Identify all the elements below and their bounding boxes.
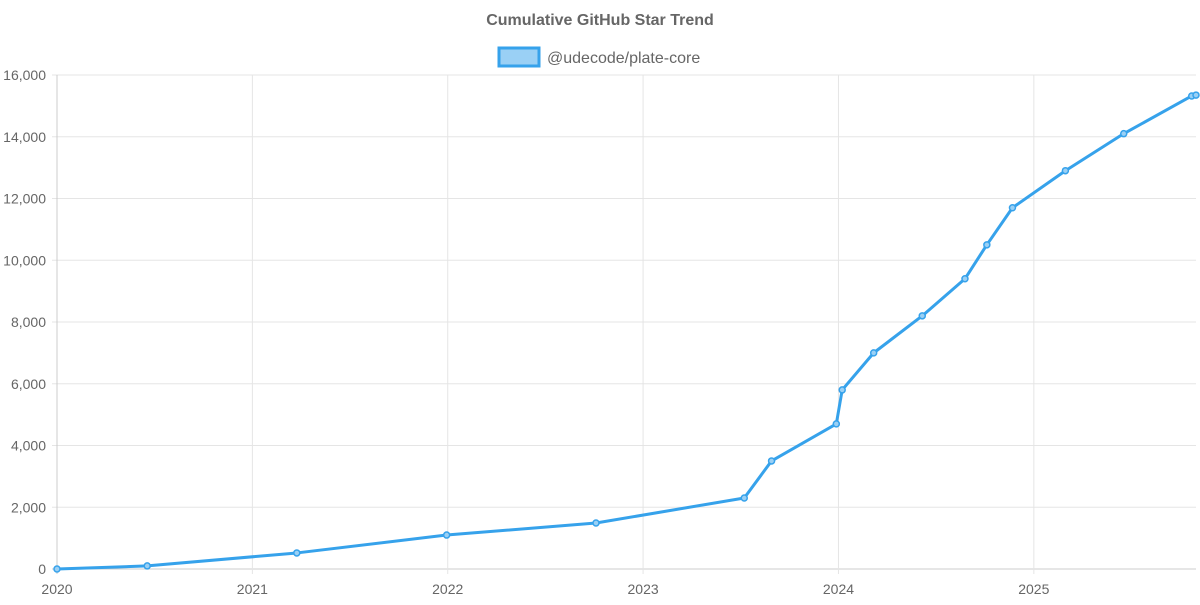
y-tick-label: 8,000 [11,314,46,330]
data-point [740,494,749,502]
data-point [983,241,991,249]
legend-label: @udecode/plate-core [547,50,700,67]
y-tick-label: 14,000 [3,129,46,145]
data-point [53,565,61,573]
y-tick-label: 6,000 [11,376,46,392]
data-point [869,349,878,357]
data-point [767,457,776,465]
data-point [143,562,151,570]
data-point [832,420,841,428]
x-tick-label: 2025 [1018,581,1049,597]
y-tick-label: 16,000 [3,67,46,83]
legend-swatch [497,46,541,68]
data-point [1061,166,1070,175]
data-point [1192,91,1200,99]
y-tick-label: 2,000 [11,499,46,515]
y-tick-label: 12,000 [3,191,46,207]
data-point [918,312,927,320]
x-tick-label: 2021 [237,581,268,597]
data-point [838,386,846,394]
y-tick-label: 10,000 [3,252,46,268]
data-point [442,531,451,539]
x-tick-label: 2023 [628,581,659,597]
y-tick-label: 4,000 [11,438,46,454]
data-point [592,519,600,527]
data-point [1008,204,1017,212]
data-point [961,275,969,283]
data-point [1119,129,1128,138]
x-tick-label: 2022 [432,581,463,597]
x-tick-label: 2020 [41,581,72,597]
series-line [56,93,1197,571]
data-point [293,549,301,557]
y-tick-label: 0 [38,561,46,577]
legend[interactable]: @udecode/plate-core [497,46,700,68]
chart-title: Cumulative GitHub Star Trend [486,12,714,29]
x-tick-label: 2024 [823,581,854,597]
